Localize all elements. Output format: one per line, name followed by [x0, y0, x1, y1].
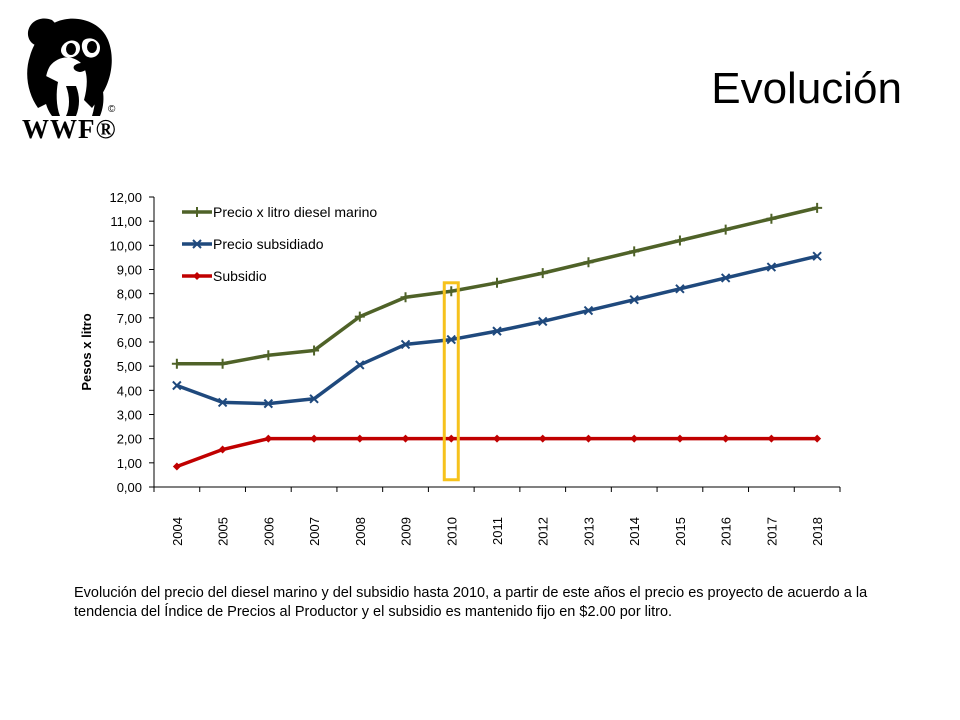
wwf-logo-text: WWF®	[22, 114, 117, 144]
data-point-s2-2017	[767, 434, 776, 443]
data-point-s0-2010	[446, 286, 457, 297]
y-tick-label: 7,00	[117, 311, 142, 326]
data-point-s0-2011	[492, 277, 502, 288]
y-tick-label: 8,00	[117, 287, 142, 302]
data-point-s2-2014	[630, 434, 639, 443]
y-tick-label: 9,00	[117, 263, 142, 278]
data-point-s1-2013	[583, 305, 594, 316]
legend-marker-2	[193, 272, 201, 280]
copyright-mark: ©	[108, 104, 116, 115]
data-point-s2-2013	[584, 434, 593, 443]
data-point-s0-2009	[400, 292, 411, 303]
data-point-s1-2009	[400, 339, 411, 350]
data-point-s2-2006	[264, 434, 273, 443]
x-tick-label: 2009	[399, 517, 414, 546]
y-tick-label: 10,00	[109, 238, 142, 253]
y-tick-label: 4,00	[117, 383, 142, 398]
data-point-s2-2010	[447, 434, 456, 443]
x-tick-label: 2017	[764, 517, 779, 546]
data-point-s1-2006	[263, 398, 274, 409]
data-point-s1-2004	[172, 380, 182, 391]
data-point-s2-2004	[172, 462, 181, 471]
data-point-s1-2015	[675, 284, 685, 294]
data-point-s1-2007	[309, 394, 319, 404]
data-point-s1-2018	[812, 251, 822, 261]
data-point-s2-2005	[218, 445, 227, 454]
data-point-s2-2016	[721, 434, 730, 443]
x-tick-label: 2007	[307, 517, 322, 546]
x-tick-label: 2004	[170, 517, 185, 546]
data-point-s1-2010	[446, 334, 456, 345]
y-tick-label: 1,00	[117, 456, 142, 471]
x-tick-label: 2018	[810, 517, 825, 546]
y-axis-title: Pesos x litro	[79, 313, 94, 390]
data-point-s2-2009	[401, 434, 410, 443]
data-point-s1-2017	[766, 262, 777, 272]
data-point-s0-2015	[674, 235, 685, 246]
data-point-s2-2008	[355, 434, 364, 443]
y-tick-label: 6,00	[117, 335, 142, 350]
data-point-s1-2016	[720, 273, 731, 283]
legend-marker-1	[192, 239, 202, 249]
x-tick-label: 2008	[353, 517, 368, 546]
data-point-s2-2015	[675, 434, 684, 443]
legend-label-2: Subsidio	[213, 268, 267, 284]
data-point-s0-2004	[171, 358, 182, 369]
y-tick-label: 2,00	[117, 432, 142, 447]
data-point-s0-2016	[720, 224, 731, 235]
data-point-s0-2007	[309, 345, 320, 356]
legend-label-0: Precio x litro diesel marino	[213, 204, 377, 220]
data-point-s0-2014	[629, 246, 640, 257]
data-point-s0-2006	[263, 350, 274, 361]
data-point-s0-2012	[537, 268, 548, 279]
legend-label-1: Precio subsidiado	[213, 236, 324, 252]
x-tick-label: 2011	[490, 517, 505, 545]
data-point-s0-2017	[766, 213, 777, 224]
data-point-s1-2012	[538, 316, 548, 327]
data-point-s1-2008	[355, 360, 365, 370]
legend-marker-0	[192, 207, 202, 217]
y-tick-label: 0,00	[117, 480, 142, 495]
x-tick-label: 2013	[581, 517, 596, 546]
data-point-s1-2014	[629, 295, 639, 305]
data-point-s2-2007	[310, 434, 319, 443]
line-chart: 0,00 1,00 2,00 3,00 4,00 5,00 6,00 7,00 8,00 9,00…	[79, 190, 841, 546]
x-tick-label: 2006	[261, 517, 276, 546]
chart-caption: Evolución del precio del diesel marino y…	[74, 585, 868, 620]
data-point-s2-2018	[813, 434, 822, 443]
data-point-s0-2008	[354, 311, 365, 322]
data-point-s0-2005	[217, 358, 228, 369]
data-point-s1-2005	[217, 397, 228, 408]
y-tick-label: 12,00	[109, 190, 142, 205]
x-tick-label: 2014	[627, 517, 642, 546]
x-tick-label: 2010	[444, 517, 459, 546]
x-tick-label: 2016	[719, 517, 734, 546]
data-point-s0-2013	[583, 257, 594, 268]
x-tick-label: 2015	[673, 517, 688, 546]
data-point-s2-2012	[538, 434, 547, 443]
y-tick-label: 5,00	[117, 359, 142, 374]
slide-title: Evolución	[711, 64, 902, 113]
x-tick-label: 2012	[536, 517, 551, 546]
data-point-s1-2011	[492, 326, 502, 336]
data-point-s0-2018	[812, 202, 823, 213]
y-tick-label: 11,00	[110, 214, 142, 229]
x-tick-label: 2005	[216, 517, 231, 546]
wwf-panda-logo: ©	[27, 18, 116, 116]
y-tick-label: 3,00	[117, 408, 142, 423]
series-line-2	[176, 436, 818, 469]
data-point-s2-2011	[493, 434, 501, 443]
highlight-box-2010	[442, 281, 460, 482]
